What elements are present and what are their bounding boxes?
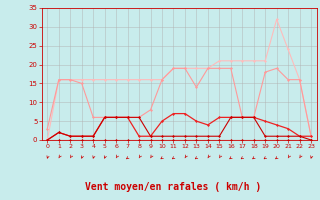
Text: Vent moyen/en rafales ( km/h ): Vent moyen/en rafales ( km/h ) [85, 182, 261, 192]
